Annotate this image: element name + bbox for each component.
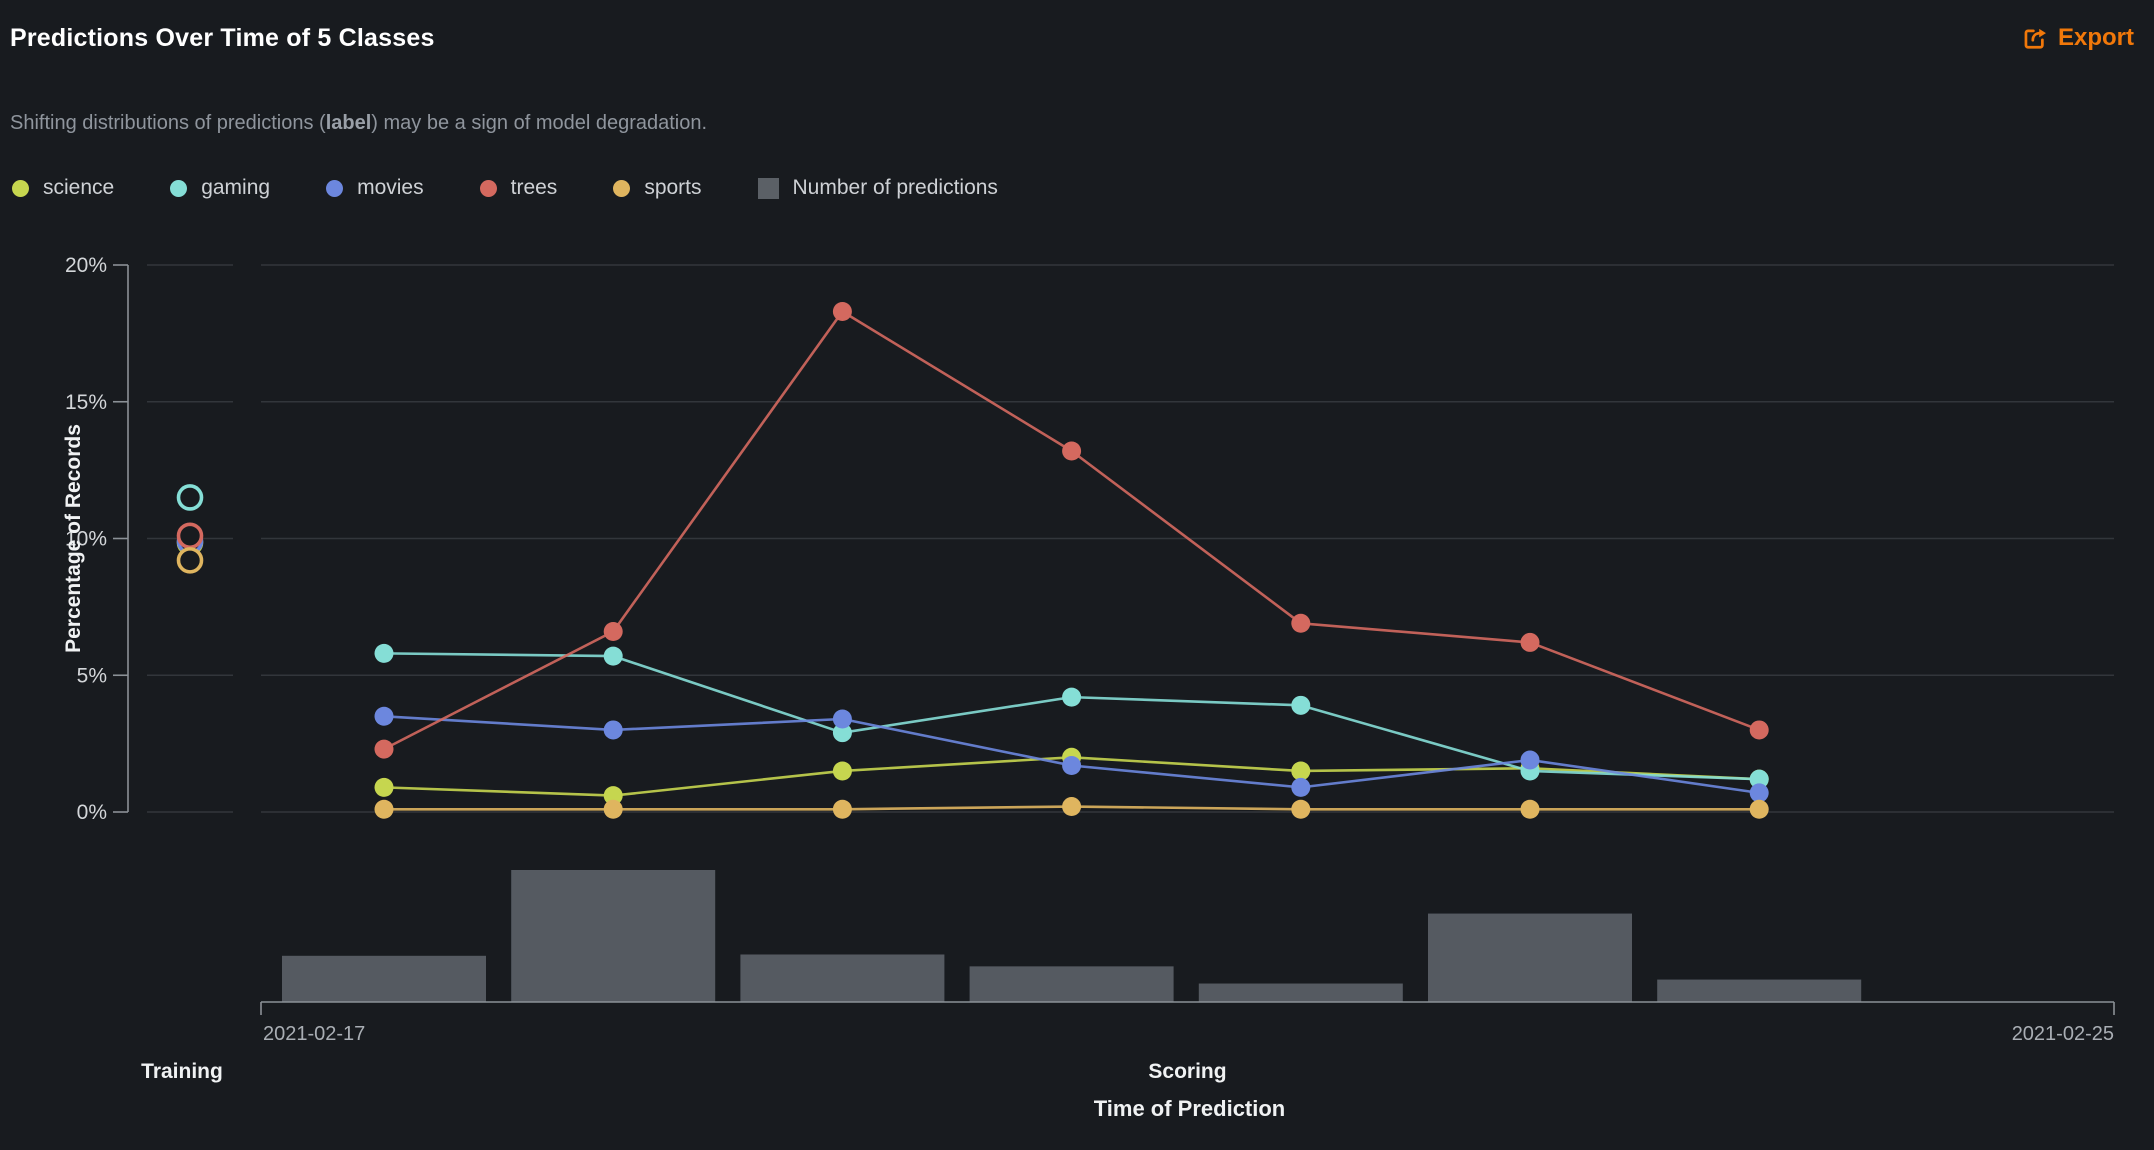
- legend-item-number-of-predictions[interactable]: Number of predictions: [757, 176, 998, 200]
- sports-point[interactable]: [374, 799, 394, 819]
- legend-label: gaming: [201, 176, 271, 199]
- sports-legend-dot-icon: [613, 179, 631, 197]
- legend-label: science: [43, 176, 115, 199]
- y-tick-label: 5%: [77, 664, 107, 687]
- sports-point[interactable]: [1062, 797, 1082, 817]
- trees-point[interactable]: [1520, 632, 1540, 652]
- science-point[interactable]: [374, 777, 394, 797]
- science-point[interactable]: [603, 786, 623, 806]
- science-legend-dot-icon: [12, 179, 29, 197]
- legend-item-science[interactable]: science: [12, 176, 114, 200]
- chart-legend: science gaming movies trees sports Number of …: [12, 176, 998, 200]
- movies-legend-dot-icon: [326, 179, 344, 197]
- trees-point[interactable]: [1062, 441, 1082, 461]
- trees-line: [382, 310, 1761, 751]
- bar-legend-square-icon: [757, 177, 779, 199]
- science-point[interactable]: [1291, 761, 1311, 781]
- export-button[interactable]: Export: [2015, 20, 2140, 56]
- legend-item-trees[interactable]: trees: [479, 176, 558, 200]
- x-axis-title: Time of Prediction: [1094, 1096, 1286, 1121]
- gaming-point[interactable]: [832, 723, 852, 743]
- movies-point[interactable]: [1520, 750, 1540, 770]
- predictions-count-bar[interactable]: [1198, 983, 1403, 1002]
- sports-training-point[interactable]: [176, 547, 204, 574]
- y-tick-label: 20%: [65, 254, 107, 277]
- sports-point[interactable]: [1749, 799, 1769, 819]
- trees-point[interactable]: [374, 739, 394, 759]
- predictions-count-bar[interactable]: [969, 966, 1174, 1002]
- trees-point[interactable]: [1291, 613, 1311, 633]
- gaming-training-point[interactable]: [176, 484, 204, 511]
- predictions-count-bar[interactable]: [1657, 979, 1862, 1002]
- trees-point[interactable]: [1749, 720, 1769, 740]
- panel-header: Predictions Over Time of 5 Classes Expor…: [10, 14, 2140, 62]
- predictions-count-bar[interactable]: [740, 954, 945, 1002]
- trees-legend-dot-icon: [479, 179, 497, 197]
- scoring-section-label: Scoring: [1148, 1060, 1226, 1083]
- gaming-point[interactable]: [374, 643, 394, 663]
- legend-label: sports: [644, 176, 702, 199]
- export-label: Export: [2057, 24, 2134, 51]
- predictions-count-bar[interactable]: [282, 955, 486, 1002]
- y-tick-label: 10%: [65, 528, 107, 551]
- sports-point[interactable]: [1520, 799, 1540, 819]
- movies-point[interactable]: [832, 709, 852, 729]
- gaming-point[interactable]: [1749, 769, 1769, 789]
- movies-point[interactable]: [1749, 783, 1769, 803]
- sports-point[interactable]: [603, 799, 623, 819]
- x-tick-label-end: 2021-02-25: [2012, 1023, 2114, 1045]
- y-tick-label: 0%: [77, 801, 107, 824]
- gaming-point[interactable]: [603, 646, 623, 666]
- legend-item-movies[interactable]: movies: [326, 176, 424, 200]
- movies-point[interactable]: [603, 720, 623, 740]
- predictions-count-bar[interactable]: [1428, 913, 1632, 1002]
- legend-label: trees: [510, 176, 558, 199]
- legend-item-sports[interactable]: sports: [613, 176, 702, 200]
- trees-point[interactable]: [832, 301, 852, 321]
- trees-point[interactable]: [603, 621, 623, 641]
- y-axis-title: Percentage of Records: [62, 424, 85, 653]
- export-icon: [2021, 25, 2048, 52]
- gaming-point[interactable]: [1062, 687, 1082, 707]
- legend-item-gaming[interactable]: gaming: [170, 176, 270, 200]
- predictions-count-bar[interactable]: [511, 870, 716, 1002]
- chart-subtitle: Shifting distributions of predictions (l…: [10, 112, 708, 134]
- page-title: Predictions Over Time of 5 Classes: [10, 23, 435, 52]
- sports-point[interactable]: [832, 799, 852, 819]
- gaming-legend-dot-icon: [170, 179, 188, 197]
- gaming-point[interactable]: [1291, 695, 1311, 715]
- training-section-label: Training: [141, 1060, 223, 1083]
- legend-label: Number of predictions: [792, 176, 998, 199]
- movies-point[interactable]: [1291, 777, 1311, 797]
- trees-training-point[interactable]: [176, 522, 204, 550]
- movies-point[interactable]: [1062, 756, 1082, 776]
- science-point[interactable]: [832, 761, 852, 781]
- sports-point[interactable]: [1291, 799, 1311, 819]
- legend-label: movies: [357, 176, 424, 199]
- movies-point[interactable]: [374, 706, 394, 726]
- y-tick-label: 15%: [65, 391, 107, 414]
- x-tick-label-start: 2021-02-17: [263, 1023, 365, 1045]
- subtitle-emphasis: label: [325, 112, 372, 134]
